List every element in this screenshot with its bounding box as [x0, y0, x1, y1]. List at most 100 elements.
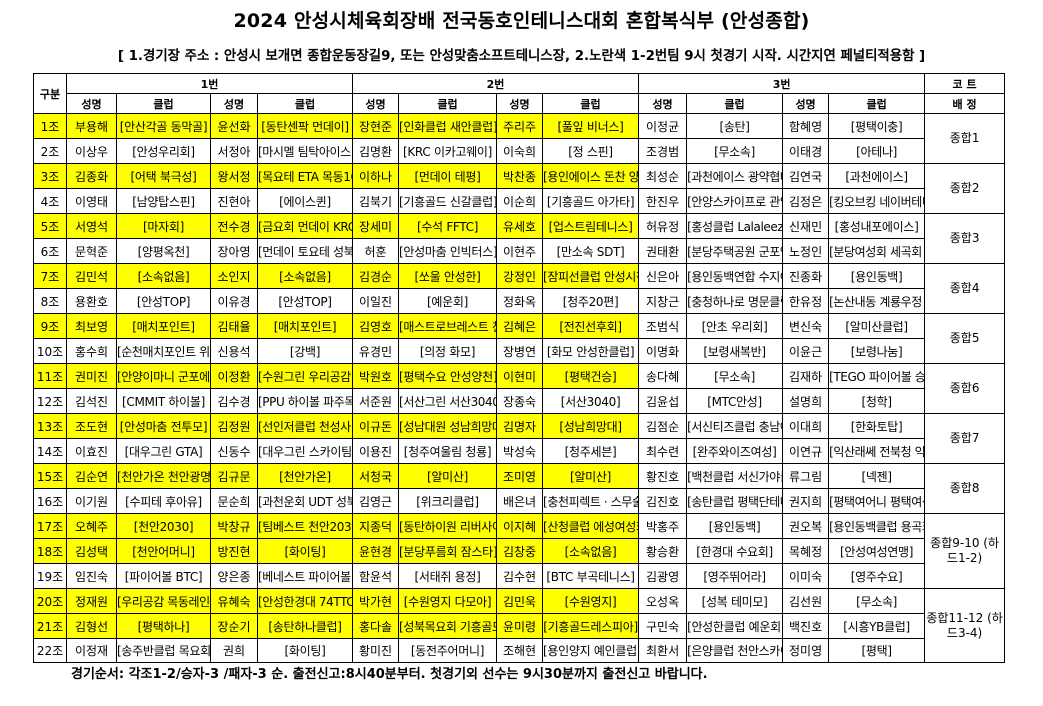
player-club: [평택건승]	[542, 363, 640, 389]
group-label: 14조	[33, 438, 67, 464]
player-name: 신동수	[210, 438, 258, 464]
player-name: 이상우	[66, 138, 117, 164]
player-name: 권미진	[66, 363, 117, 389]
player-club: [안양스카이프로 관악파우더]	[686, 188, 784, 214]
player-club: [대우그린 스카이팀]	[256, 438, 354, 464]
player-name: 변신숙	[782, 313, 830, 339]
player-name: 김태율	[210, 313, 258, 339]
player-club: [소속없음]	[542, 538, 640, 564]
group-label: 22조	[33, 638, 67, 663]
player-name: 김수경	[210, 388, 258, 414]
player-club: [홍성내포에이스]	[828, 213, 926, 239]
player-name: 조미영	[496, 463, 544, 489]
club-col-header: 클럽	[116, 93, 211, 114]
player-club: [우리공감 목동레인보우]	[116, 588, 211, 614]
player-name: 류그림	[782, 463, 830, 489]
player-name: 소인지	[210, 263, 258, 289]
player-name: 전수경	[210, 213, 258, 239]
footer-note: 경기순서: 각조1-2/승자-3 /패자-3 순. 출전신고:8시40분부터. …	[71, 667, 708, 682]
player-name: 장현준	[352, 113, 400, 139]
group-label: 10조	[33, 338, 67, 364]
player-club: [쏘울 안성한]	[398, 263, 498, 289]
player-club: [한화토탑]	[828, 413, 926, 439]
player-name: 한진우	[638, 188, 688, 214]
group-label: 6조	[33, 238, 67, 264]
player-name: 배은녀	[496, 488, 544, 514]
name-col-header: 성명	[782, 93, 830, 114]
player-club: [홍성클럽 Lalaleez]	[686, 213, 784, 239]
player-club: [산청클럽 에성여성회 goPLAY]	[542, 513, 640, 539]
match1-header: 1번	[65, 73, 354, 94]
player-club: [만소속 SDT]	[542, 238, 640, 264]
player-club: [매스트로브레스트 천안선후회]	[398, 313, 498, 339]
table-row: 4조 이영태 [남양탑스핀] 진현아 [에이스퀸] 김북기 [기흥골드 신갈클럽] 이순희 [기…	[33, 188, 1005, 214]
player-club: [송탄클럽 평택단테매]	[686, 488, 784, 514]
player-club: [용인동백연합 수지여어니]	[686, 263, 784, 289]
player-club: [업스트림테니스]	[542, 213, 640, 239]
player-name: 이순희	[496, 188, 544, 214]
table-row: 22조 이정재 [송주반클럽 목요회] 권희 [화이팅] 황미진 [동전주어머니] 조해현 [용…	[33, 638, 1005, 663]
player-name: 장병연	[496, 338, 544, 364]
player-club: [청주20편]	[542, 288, 640, 314]
player-name: 유경민	[352, 338, 400, 364]
player-club: [영주뛰어라]	[686, 563, 784, 589]
player-name: 이미숙	[782, 563, 830, 589]
player-name: 조도현	[66, 413, 117, 439]
player-club: [화이팅]	[256, 638, 354, 663]
group-label: 8조	[33, 288, 67, 314]
player-club: [청주여울림 청룡]	[398, 438, 498, 464]
player-club: [논산내동 계룡우정 충남여성]	[828, 288, 926, 314]
player-name: 이하나	[352, 163, 400, 189]
player-club: [소속없음]	[256, 263, 354, 289]
player-name: 이대희	[782, 413, 830, 439]
player-name: 목혜정	[782, 538, 830, 564]
player-club: [평택하나]	[116, 613, 211, 639]
player-club: [위크리클럽]	[398, 488, 498, 514]
name-col-header: 성명	[496, 93, 544, 114]
player-club: [전진선후회]	[542, 313, 640, 339]
player-club: [청학]	[828, 388, 926, 414]
player-club: [천안가온]	[256, 463, 354, 489]
player-club: [양평옥천]	[116, 238, 211, 264]
player-name: 김광영	[638, 563, 688, 589]
player-name: 정화옥	[496, 288, 544, 314]
player-club: [성남대원 성남희망대]	[398, 413, 498, 439]
player-name: 김규문	[210, 463, 258, 489]
player-name: 진현아	[210, 188, 258, 214]
player-club: [보령새복반]	[686, 338, 784, 364]
player-name: 부용해	[66, 113, 117, 139]
match3-header: 3번	[638, 73, 926, 94]
player-name: 김진호	[638, 488, 688, 514]
player-name: 신용석	[210, 338, 258, 364]
group-label: 17조	[33, 513, 67, 539]
player-name: 김점순	[638, 413, 688, 439]
header-row-sub: 성명 클럽 성명 클럽 성명 클럽 성명 클럽 성명 클럽 성명 클럽 배 정	[34, 93, 1006, 114]
player-club: [평택수요 안성양천]	[398, 363, 498, 389]
player-club: [천안2030]	[116, 513, 211, 539]
player-name: 임진숙	[66, 563, 117, 589]
player-name: 장종숙	[496, 388, 544, 414]
player-name: 김선원	[782, 588, 830, 614]
player-name: 권태환	[638, 238, 688, 264]
player-club: [충청하나로 명문클럽]	[686, 288, 784, 314]
table-row: 6조 문혁준 [양평옥천] 장아영 [먼데이 토요테 성북] 허훈 [안성마춤 인빅터스] 이…	[33, 238, 1005, 264]
player-club: [목요테 ETA 목동10단지]	[256, 163, 354, 189]
player-name: 지종덕	[352, 513, 400, 539]
player-name: 장아영	[210, 238, 258, 264]
player-club: [어택 북극성]	[116, 163, 211, 189]
player-club: [익산래쎄 전북청 익산하나]	[828, 438, 926, 464]
player-club: [기흥골드 아가타]	[542, 188, 640, 214]
schedule-table: 구분 1번 2번 3번 코 트 성명 클럽 성명 클럽 성명 클럽 성명 클럽 성명 클럽 성명 클럽…	[33, 73, 1006, 663]
player-club: [매치포인트]	[116, 313, 211, 339]
player-club: [예운회]	[398, 288, 498, 314]
player-club: [먼데이 토요테 성북]	[256, 238, 354, 264]
court-assignment: 종합1	[924, 113, 1006, 164]
player-club: [영주수요]	[828, 563, 926, 589]
player-name: 장순기	[210, 613, 258, 639]
table-row: 5조 서영석 [마자회] 전수경 [금요회 먼데이 KRC] 장세미 [수석 FFTC] 유세…	[33, 213, 1006, 264]
player-name: 최환서	[638, 638, 688, 663]
player-club: [안성여성연맹]	[828, 538, 926, 564]
